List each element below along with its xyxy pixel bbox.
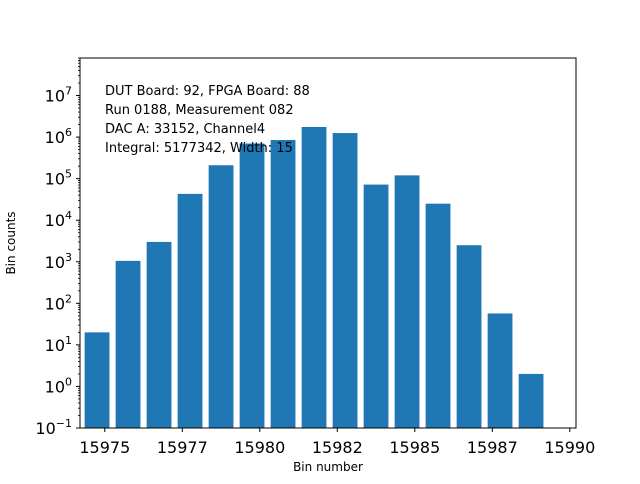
bar <box>208 165 234 428</box>
y-tick-exponent: 0 <box>65 375 72 388</box>
y-tick-exponent: −1 <box>56 417 72 430</box>
x-tick-label: 15980 <box>234 438 285 457</box>
plot-frame <box>79 57 577 429</box>
y-tick-exponent: 3 <box>65 251 72 264</box>
y-tick-exponent: 5 <box>65 168 72 181</box>
x-tick-label: 15985 <box>389 438 440 457</box>
bar <box>301 126 327 429</box>
x-axis-label: Bin number <box>293 460 363 474</box>
bar <box>239 143 265 428</box>
annotation-line: Integral: 5177342, Width: 15 <box>105 141 293 156</box>
bar <box>518 373 544 428</box>
x-tick-label: 15982 <box>312 438 363 457</box>
bar <box>332 133 358 428</box>
bar <box>115 260 141 428</box>
annotation-line: DAC A: 33152, Channel4 <box>105 122 265 137</box>
annotation-line: DUT Board: 92, FPGA Board: 88 <box>105 84 310 99</box>
x-tick-label: 15987 <box>467 438 518 457</box>
y-axis-label: Bin counts <box>4 211 18 274</box>
y-tick-exponent: 6 <box>65 126 72 139</box>
x-tick-label: 15977 <box>157 438 208 457</box>
annotation-block: DUT Board: 92, FPGA Board: 88 Run 0188, M… <box>105 84 310 156</box>
annotation-line: Run 0188, Measurement 082 <box>105 103 294 118</box>
y-tick-exponent: 2 <box>65 292 72 305</box>
bar <box>487 313 513 428</box>
bar <box>84 332 110 428</box>
bar <box>394 175 420 428</box>
x-tick-label: 15975 <box>79 438 130 457</box>
bar <box>270 140 296 428</box>
bar <box>363 184 389 428</box>
y-tick-exponent: 4 <box>65 209 72 222</box>
x-axis-ticks: 15975 15977 15980 15982 15985 15987 15990 <box>79 428 595 457</box>
bar <box>146 241 172 428</box>
bar <box>425 203 451 428</box>
y-tick-exponent: 1 <box>65 334 72 347</box>
bar <box>456 245 482 428</box>
x-tick-label: 15990 <box>544 438 595 457</box>
y-tick-exponent: 7 <box>65 85 72 98</box>
bar <box>177 193 203 428</box>
bars-layer <box>84 126 544 429</box>
